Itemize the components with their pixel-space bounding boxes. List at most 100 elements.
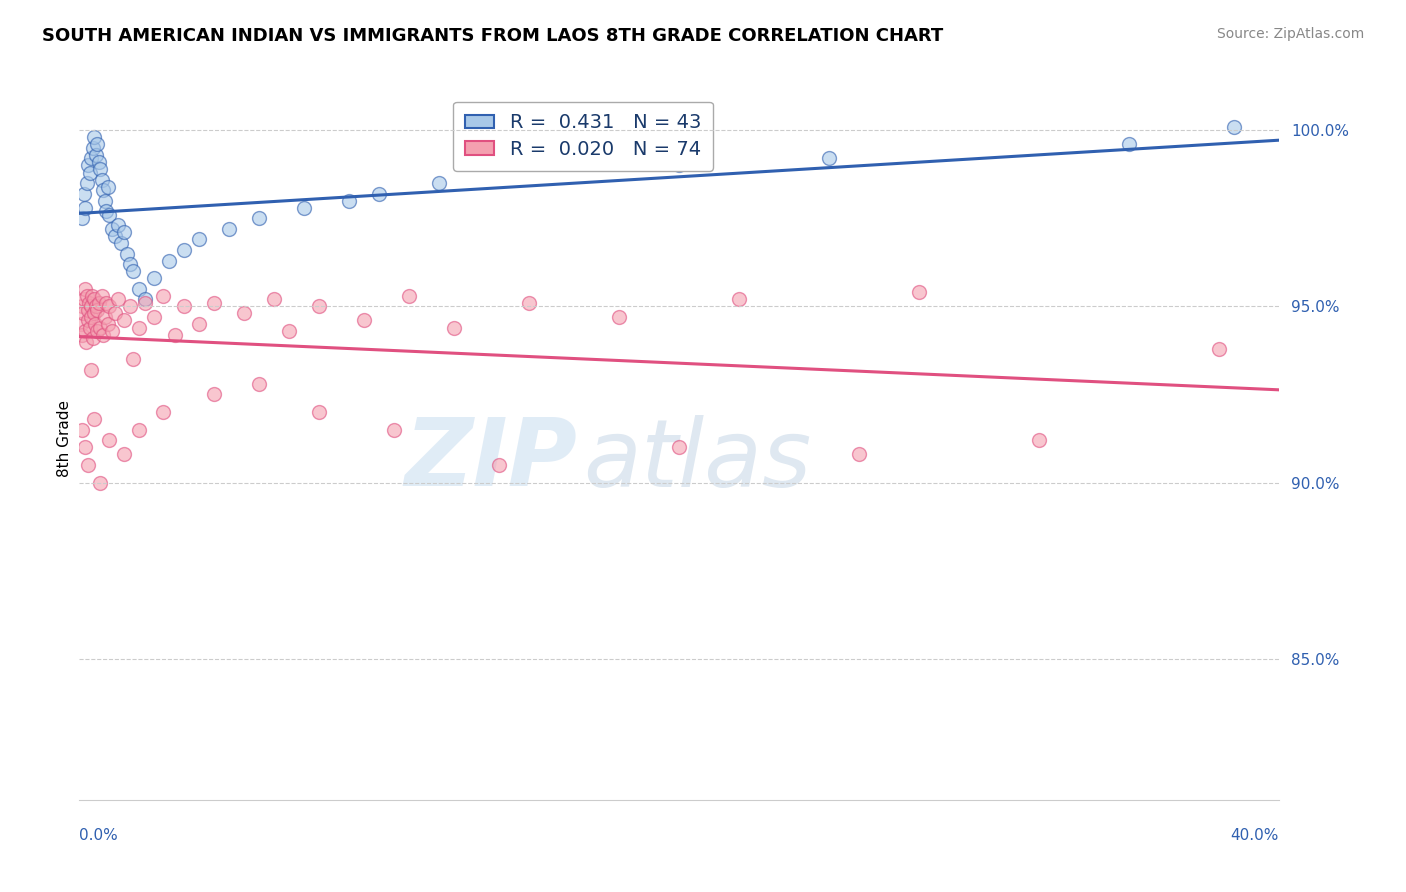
- Point: [89, 320, 111, 334]
- Point: [70, 211, 93, 226]
- Point: [173, 299, 195, 313]
- Point: [112, 447, 135, 461]
- Point: [91, 183, 114, 197]
- Point: [79, 299, 101, 313]
- Point: [908, 285, 931, 300]
- Text: 40.0%: 40.0%: [1230, 828, 1279, 843]
- Point: [80, 289, 103, 303]
- Point: [89, 475, 111, 490]
- Point: [90, 289, 112, 303]
- Point: [120, 299, 142, 313]
- Point: [107, 293, 129, 307]
- Point: [443, 320, 465, 334]
- Point: [83, 130, 105, 145]
- Point: [76, 289, 98, 303]
- Point: [70, 327, 93, 342]
- Point: [134, 296, 156, 310]
- Point: [91, 327, 114, 342]
- Point: [107, 219, 129, 233]
- Point: [80, 310, 103, 324]
- Text: Source: ZipAtlas.com: Source: ZipAtlas.com: [1216, 27, 1364, 41]
- Point: [97, 179, 120, 194]
- Point: [87, 296, 110, 310]
- Y-axis label: 8th Grade: 8th Grade: [58, 400, 72, 477]
- Point: [80, 363, 103, 377]
- Point: [353, 313, 375, 327]
- Point: [218, 222, 240, 236]
- Point: [98, 208, 121, 222]
- Point: [72, 186, 94, 201]
- Point: [82, 331, 104, 345]
- Point: [848, 447, 870, 461]
- Point: [152, 289, 174, 303]
- Point: [70, 423, 93, 437]
- Point: [86, 302, 108, 317]
- Point: [1028, 434, 1050, 448]
- Point: [152, 405, 174, 419]
- Point: [157, 253, 180, 268]
- Point: [1208, 342, 1230, 356]
- Point: [93, 310, 115, 324]
- Point: [104, 306, 127, 320]
- Point: [173, 243, 195, 257]
- Point: [1118, 137, 1140, 152]
- Point: [122, 352, 145, 367]
- Point: [94, 296, 117, 310]
- Point: [607, 310, 630, 324]
- Point: [76, 176, 98, 190]
- Point: [233, 306, 256, 320]
- Point: [75, 334, 97, 349]
- Point: [134, 293, 156, 307]
- Point: [72, 306, 94, 320]
- Point: [202, 387, 225, 401]
- Point: [143, 310, 166, 324]
- Point: [128, 423, 150, 437]
- Point: [247, 211, 270, 226]
- Point: [398, 289, 420, 303]
- Point: [94, 204, 117, 219]
- Point: [337, 194, 360, 208]
- Point: [83, 317, 105, 331]
- Point: [427, 176, 450, 190]
- Point: [86, 324, 108, 338]
- Point: [77, 302, 100, 317]
- Point: [122, 264, 145, 278]
- Point: [75, 282, 97, 296]
- Point: [115, 246, 138, 260]
- Point: [73, 324, 96, 338]
- Point: [83, 412, 105, 426]
- Point: [93, 194, 115, 208]
- Point: [247, 376, 270, 391]
- Point: [97, 317, 120, 331]
- Point: [77, 458, 100, 472]
- Point: [86, 137, 108, 152]
- Legend: R =  0.431   N = 43, R =  0.020   N = 74: R = 0.431 N = 43, R = 0.020 N = 74: [453, 102, 713, 170]
- Text: atlas: atlas: [583, 415, 811, 506]
- Point: [668, 159, 690, 173]
- Point: [75, 440, 97, 454]
- Point: [292, 201, 315, 215]
- Point: [263, 293, 285, 307]
- Point: [79, 165, 101, 179]
- Point: [82, 141, 104, 155]
- Point: [120, 257, 142, 271]
- Point: [75, 201, 97, 215]
- Point: [128, 320, 150, 334]
- Point: [79, 320, 101, 334]
- Point: [382, 423, 405, 437]
- Point: [128, 282, 150, 296]
- Point: [308, 299, 330, 313]
- Text: SOUTH AMERICAN INDIAN VS IMMIGRANTS FROM LAOS 8TH GRADE CORRELATION CHART: SOUTH AMERICAN INDIAN VS IMMIGRANTS FROM…: [42, 27, 943, 45]
- Point: [90, 172, 112, 186]
- Point: [69, 317, 91, 331]
- Point: [202, 296, 225, 310]
- Point: [72, 293, 94, 307]
- Point: [112, 313, 135, 327]
- Point: [89, 161, 111, 176]
- Point: [98, 434, 121, 448]
- Point: [188, 317, 211, 331]
- Point: [110, 235, 132, 250]
- Point: [104, 229, 127, 244]
- Point: [83, 306, 105, 320]
- Text: 0.0%: 0.0%: [79, 828, 118, 843]
